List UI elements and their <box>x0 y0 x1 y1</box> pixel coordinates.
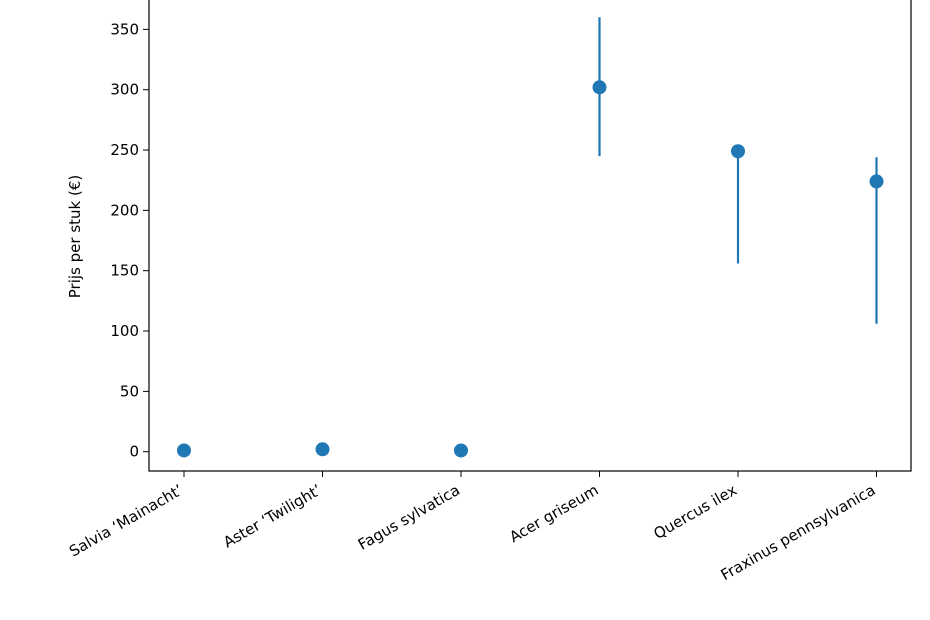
plot-frame <box>148 0 912 472</box>
y-axis: 0 50 100 150 200 250 300 350 <box>110 20 149 461</box>
chart-marks <box>177 17 884 458</box>
y-tick-label: 250 <box>110 141 139 159</box>
y-tick-label: 150 <box>110 262 139 280</box>
y-tick-label: 300 <box>110 81 139 99</box>
data-point <box>869 174 884 189</box>
y-axis-title: Prijs per stuk (€) <box>66 175 84 298</box>
y-tick-label: 50 <box>120 382 139 400</box>
data-point <box>731 144 745 159</box>
data-point <box>454 443 468 458</box>
y-tick-label: 350 <box>110 20 139 38</box>
data-point <box>592 80 607 95</box>
data-point <box>177 443 191 458</box>
y-tick-label: 0 <box>129 443 139 461</box>
y-tick-label: 200 <box>110 201 139 219</box>
y-tick-label: 100 <box>110 322 139 340</box>
data-point <box>315 442 330 457</box>
